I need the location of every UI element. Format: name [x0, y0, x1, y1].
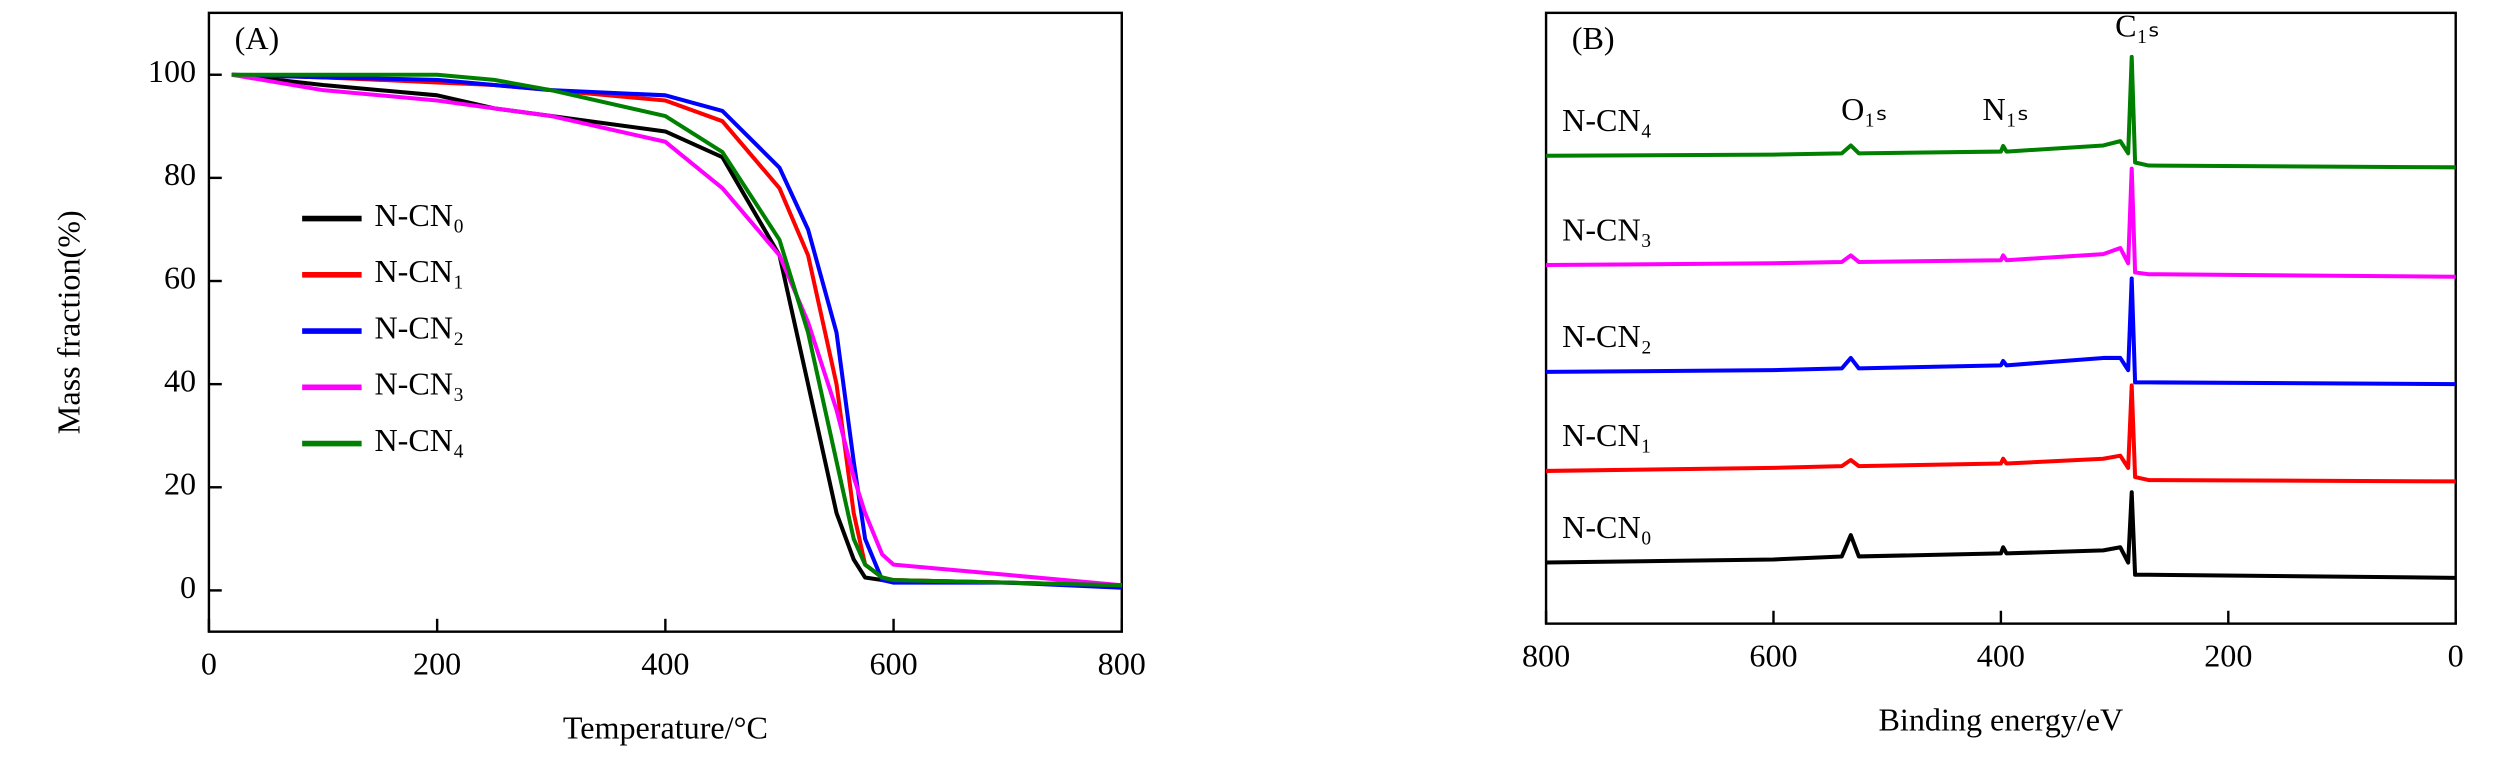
x-tick-label: 600	[1749, 637, 1797, 673]
x-axis-title: Temperature/°C	[563, 710, 768, 746]
y-tick-label: 80	[164, 156, 196, 192]
x-tick-label: 800	[1522, 637, 1570, 673]
legend-label: N-CN₃	[374, 366, 464, 402]
x-tick-label: 400	[641, 645, 689, 681]
series-line	[231, 72, 1122, 590]
series-line	[231, 72, 1122, 588]
series-label: N-CN₄	[1562, 102, 1652, 138]
series-line	[1546, 383, 2456, 484]
legend-label: N-CN₁	[374, 253, 464, 289]
panel-label: (A)	[235, 20, 280, 56]
series-line	[231, 72, 1122, 588]
y-tick-label: 40	[164, 363, 196, 399]
legend-label: N-CN₂	[374, 309, 464, 345]
x-tick-label: 200	[2204, 637, 2252, 673]
x-axis-title: Binding energy/eV	[1879, 702, 2124, 738]
x-tick-label: 400	[1977, 637, 2025, 673]
series-line	[1546, 54, 2456, 170]
series-line	[1546, 490, 2456, 580]
x-tick-label: 600	[869, 645, 917, 681]
y-tick-label: 0	[180, 569, 196, 605]
series-label: N-CN₃	[1562, 211, 1652, 247]
peak-label: N₁ₛ	[1983, 91, 2029, 127]
series-label: N-CN₀	[1562, 509, 1652, 545]
series-label: N-CN₂	[1562, 318, 1652, 354]
x-tick-label: 0	[2448, 637, 2464, 673]
series-label: N-CN₁	[1562, 417, 1652, 453]
y-tick-label: 60	[164, 259, 196, 295]
legend-label: N-CN₄	[374, 422, 464, 458]
plot-frame	[207, 11, 1123, 633]
y-axis-title: Mass fraction(%)	[51, 210, 87, 434]
x-tick-label: 0	[201, 645, 217, 681]
y-tick-label: 20	[164, 466, 196, 502]
peak-label: O₁ₛ	[1841, 91, 1887, 127]
series-line	[1546, 166, 2456, 279]
series-line	[1546, 276, 2456, 387]
legend-label: N-CN₀	[374, 197, 464, 233]
x-tick-label: 800	[1098, 645, 1146, 681]
peak-label: C₁ₛ	[2115, 7, 2160, 43]
panel-label: (B)	[1572, 20, 1615, 56]
x-tick-label: 200	[413, 645, 461, 681]
y-tick-label: 100	[148, 53, 196, 89]
